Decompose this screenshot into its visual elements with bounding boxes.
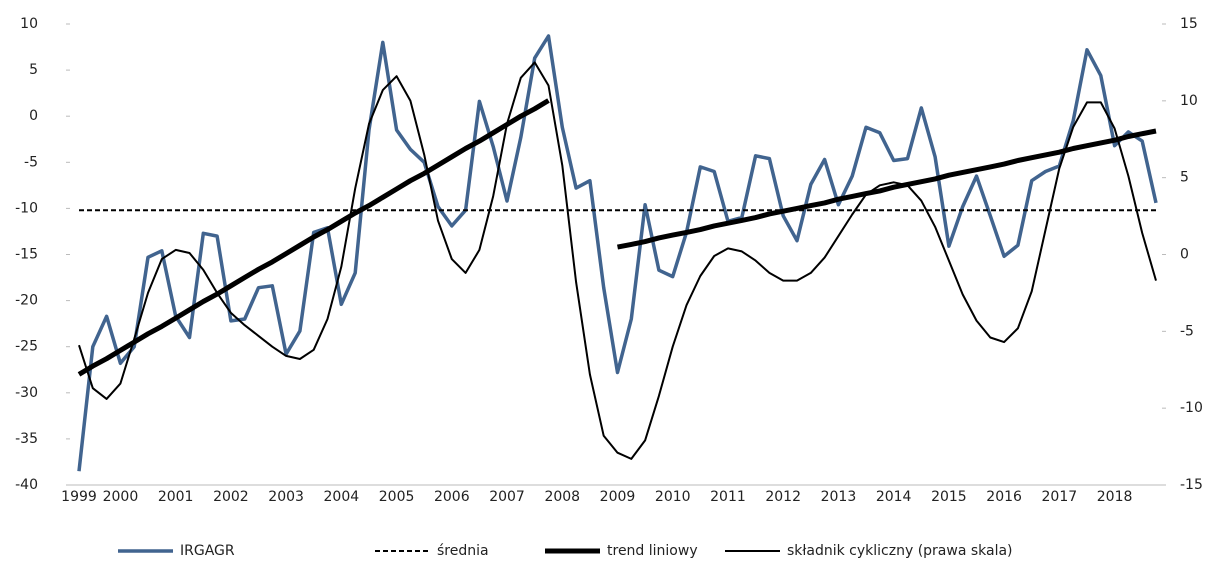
- y-tick-label: -15: [15, 247, 38, 263]
- y-tick-label: -40: [15, 477, 38, 493]
- x-tick-label: 2004: [324, 489, 360, 505]
- legend-label: składnik cykliczny (prawa skala): [787, 543, 1013, 559]
- x-tick-label: 2017: [1042, 489, 1078, 505]
- y-tick-label: -10: [15, 200, 38, 216]
- x-tick-label: 2005: [379, 489, 415, 505]
- y2-tick-label: 15: [1180, 16, 1198, 32]
- x-tick-label: 2003: [268, 489, 304, 505]
- x-tick-label: 2000: [103, 489, 139, 505]
- legend-label: trend liniowy: [607, 543, 698, 559]
- y-tick-label: -35: [15, 431, 38, 447]
- legend-label: IRGAGR: [180, 543, 235, 559]
- y-tick-label: -20: [15, 293, 38, 309]
- y-tick-label: 10: [20, 16, 38, 32]
- y2-tick-label: -5: [1180, 323, 1194, 339]
- x-tick-label: 2016: [986, 489, 1022, 505]
- x-tick-label: 2015: [931, 489, 967, 505]
- y2-tick-label: -10: [1180, 400, 1203, 416]
- x-tick-label: 2010: [655, 489, 691, 505]
- x-tick-label: 2001: [158, 489, 194, 505]
- y2-tick-label: 0: [1180, 247, 1189, 263]
- y2-tick-label: 10: [1180, 93, 1198, 109]
- series-line: [77, 34, 1158, 472]
- x-tick-label: 2002: [213, 489, 249, 505]
- y-tick-label: -5: [24, 154, 38, 170]
- y2-tick-label: -15: [1180, 477, 1203, 493]
- series-line: [78, 61, 1157, 460]
- x-tick-label: 2012: [765, 489, 801, 505]
- x-tick-label: 1999: [61, 489, 97, 505]
- x-tick-label: 2006: [434, 489, 470, 505]
- x-tick-label: 2007: [489, 489, 525, 505]
- y-tick-label: 5: [29, 62, 38, 78]
- y2-tick-label: 5: [1180, 170, 1189, 186]
- series-line: [77, 98, 1157, 377]
- y-tick-label: -30: [15, 385, 38, 401]
- legend-label: średnia: [437, 543, 489, 559]
- x-tick-label: 2018: [1097, 489, 1133, 505]
- y-tick-label: 0: [29, 108, 38, 124]
- y-tick-label: -25: [15, 339, 38, 355]
- x-tick-label: 2009: [600, 489, 636, 505]
- x-tick-label: 2013: [821, 489, 857, 505]
- x-tick-label: 2014: [876, 489, 912, 505]
- x-tick-label: 2008: [544, 489, 580, 505]
- x-tick-label: 2011: [710, 489, 746, 505]
